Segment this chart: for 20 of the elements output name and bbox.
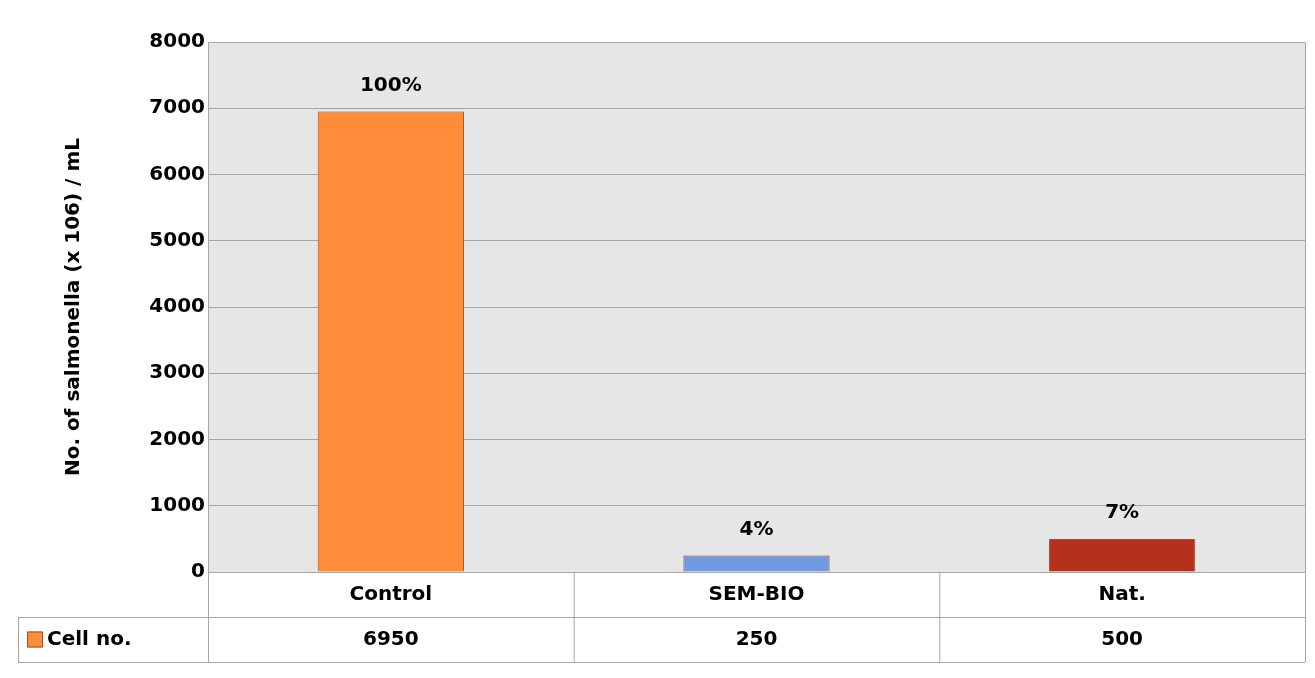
y-tick-label: 7000 [149,94,205,119]
x-tick-label: Control [349,580,433,605]
data-label: 250 [735,625,778,650]
x-tick-label: SEM-BIO [708,580,805,605]
annotation: 100% [359,71,422,96]
data-label: 500 [1101,625,1144,650]
x-tick-label: Nat. [1098,580,1146,605]
annotation: 7% [1105,499,1140,524]
y-tick-label: 4000 [149,293,205,318]
y-tick-label: 0 [191,558,205,583]
y-tick-label: 6000 [149,160,205,185]
y-tick-label: 5000 [149,226,205,251]
annotation: 4% [739,515,774,540]
legend-label: Cell no. [47,625,132,650]
y-axis-title: No. of salmonella (x 106) / mL [60,137,85,476]
y-tick-label: 1000 [149,491,205,516]
y-tick-label: 3000 [149,359,205,384]
data-label: 6950 [363,625,419,650]
y-tick-label: 2000 [149,425,205,450]
y-tick-label: 8000 [149,28,205,53]
